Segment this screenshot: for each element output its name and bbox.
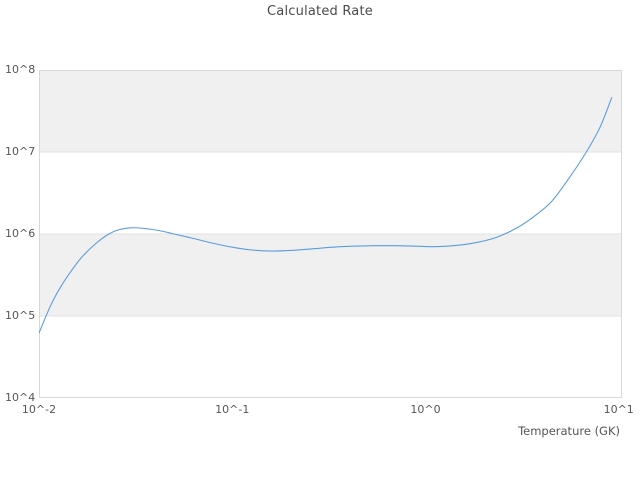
x-axis-tick-label: 10^0 xyxy=(410,403,441,416)
x-axis-tick-label: 10^-2 xyxy=(21,403,57,416)
plot-border xyxy=(39,70,622,398)
plot-area xyxy=(39,70,622,398)
y-axis-tick-label: 10^7 xyxy=(5,145,36,158)
shaded-band xyxy=(39,234,622,316)
y-axis-tick-label: 10^8 xyxy=(5,63,36,76)
x-axis-title: Temperature (GK) xyxy=(518,424,620,438)
chart-title: Calculated Rate xyxy=(267,4,373,19)
y-axis-tick-label: 10^4 xyxy=(5,391,36,404)
y-axis-tick-label: 10^5 xyxy=(5,309,36,322)
shaded-band xyxy=(39,70,622,152)
rate-curve xyxy=(39,97,613,334)
x-axis-tick-label: 10^1 xyxy=(603,403,634,416)
x-axis-tick-label: 10^-1 xyxy=(215,403,250,416)
y-axis-tick-label: 10^6 xyxy=(5,227,36,240)
